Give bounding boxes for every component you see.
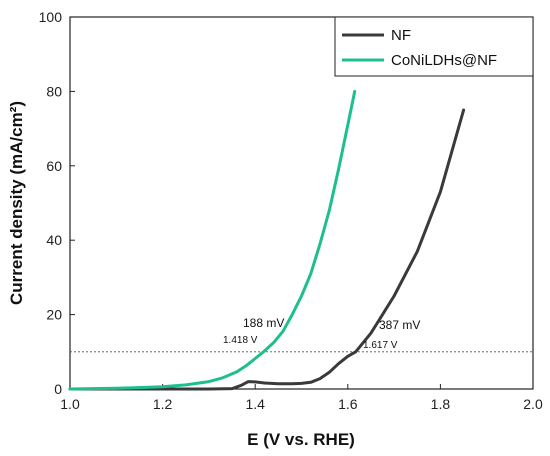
x-tick-label: 1.4 bbox=[245, 396, 265, 412]
annotation-cnl-overpotential: 188 mV bbox=[243, 316, 284, 330]
y-tick-label: 100 bbox=[39, 9, 63, 25]
y-tick-label: 80 bbox=[46, 83, 62, 99]
series-line-nf bbox=[68, 108, 466, 391]
annotation-nf-overpotential: 387 mV bbox=[379, 318, 420, 332]
x-tick-label: 1.6 bbox=[338, 396, 358, 412]
x-tick-label: 1.2 bbox=[153, 396, 173, 412]
y-tick-label: 40 bbox=[46, 232, 62, 248]
x-tick-label: 1.8 bbox=[431, 396, 451, 412]
legend-label-nf: NF bbox=[391, 27, 411, 44]
plot-frame bbox=[69, 16, 534, 390]
y-axis-title: Current density (mA/cm²) bbox=[7, 101, 26, 305]
annotation-nf-potential: 1.617 V bbox=[363, 340, 398, 351]
series-line-conildhs bbox=[68, 89, 357, 391]
y-tick-label: 20 bbox=[46, 307, 62, 323]
legend-box bbox=[334, 16, 534, 77]
x-tick-label: 2.0 bbox=[523, 396, 543, 412]
x-tick-label: 1.0 bbox=[60, 396, 80, 412]
axis-ticks: 1.0 1.2 1.4 1.6 1.8 2.0 0 20 40 60 80 100 bbox=[39, 9, 543, 412]
y-tick-label: 60 bbox=[46, 158, 62, 174]
y-tick-label: 0 bbox=[54, 381, 62, 397]
series-layer bbox=[68, 89, 466, 391]
x-axis-title: E (V vs. RHE) bbox=[247, 430, 355, 449]
annotation-cnl-potential: 1.418 V bbox=[223, 335, 258, 346]
legend: NF CoNiLDHs@NF bbox=[334, 16, 534, 77]
legend-label-conildhs: CoNiLDHs@NF bbox=[391, 52, 497, 69]
